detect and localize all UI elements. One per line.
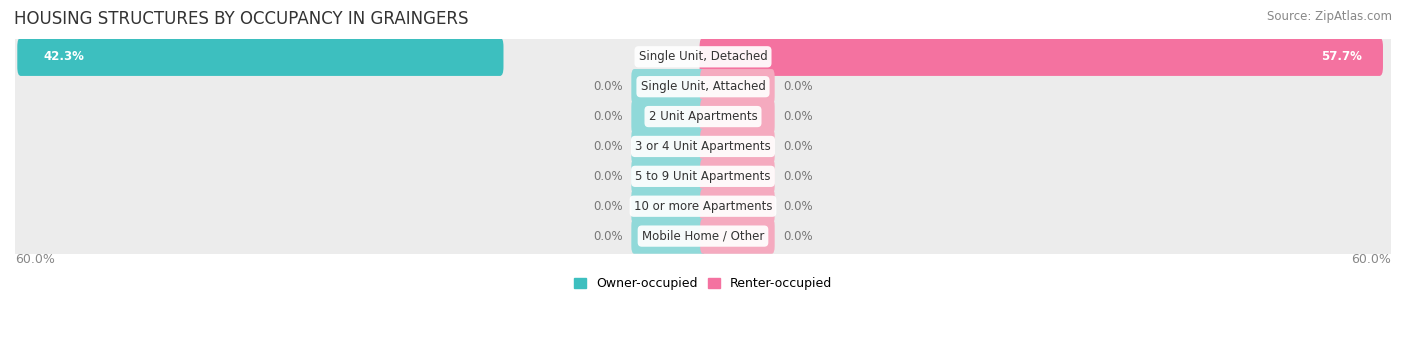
Text: 0.0%: 0.0% bbox=[783, 229, 813, 242]
FancyBboxPatch shape bbox=[631, 99, 706, 134]
FancyBboxPatch shape bbox=[700, 219, 775, 254]
Text: 0.0%: 0.0% bbox=[783, 170, 813, 183]
Text: Single Unit, Detached: Single Unit, Detached bbox=[638, 50, 768, 63]
Text: 0.0%: 0.0% bbox=[593, 170, 623, 183]
FancyBboxPatch shape bbox=[14, 122, 1392, 170]
FancyBboxPatch shape bbox=[700, 159, 775, 194]
Text: 3 or 4 Unit Apartments: 3 or 4 Unit Apartments bbox=[636, 140, 770, 153]
Text: Single Unit, Attached: Single Unit, Attached bbox=[641, 80, 765, 93]
Text: 2 Unit Apartments: 2 Unit Apartments bbox=[648, 110, 758, 123]
Text: 0.0%: 0.0% bbox=[593, 200, 623, 213]
FancyBboxPatch shape bbox=[14, 152, 1392, 201]
FancyBboxPatch shape bbox=[14, 182, 1392, 231]
FancyBboxPatch shape bbox=[631, 129, 706, 164]
Text: 0.0%: 0.0% bbox=[593, 229, 623, 242]
FancyBboxPatch shape bbox=[700, 99, 775, 134]
Text: 0.0%: 0.0% bbox=[783, 110, 813, 123]
Text: 60.0%: 60.0% bbox=[15, 253, 55, 266]
FancyBboxPatch shape bbox=[631, 159, 706, 194]
Text: 5 to 9 Unit Apartments: 5 to 9 Unit Apartments bbox=[636, 170, 770, 183]
Text: 60.0%: 60.0% bbox=[1351, 253, 1391, 266]
FancyBboxPatch shape bbox=[14, 62, 1392, 111]
Legend: Owner-occupied, Renter-occupied: Owner-occupied, Renter-occupied bbox=[568, 272, 838, 295]
Text: 0.0%: 0.0% bbox=[593, 140, 623, 153]
FancyBboxPatch shape bbox=[700, 38, 1384, 76]
Text: Source: ZipAtlas.com: Source: ZipAtlas.com bbox=[1267, 10, 1392, 23]
Text: 0.0%: 0.0% bbox=[593, 110, 623, 123]
FancyBboxPatch shape bbox=[631, 69, 706, 104]
Text: Mobile Home / Other: Mobile Home / Other bbox=[641, 229, 765, 242]
Text: 0.0%: 0.0% bbox=[783, 140, 813, 153]
Text: 57.7%: 57.7% bbox=[1322, 50, 1362, 63]
FancyBboxPatch shape bbox=[700, 129, 775, 164]
FancyBboxPatch shape bbox=[631, 219, 706, 254]
FancyBboxPatch shape bbox=[14, 92, 1392, 141]
FancyBboxPatch shape bbox=[700, 69, 775, 104]
Text: 0.0%: 0.0% bbox=[783, 200, 813, 213]
FancyBboxPatch shape bbox=[631, 189, 706, 224]
Text: 10 or more Apartments: 10 or more Apartments bbox=[634, 200, 772, 213]
FancyBboxPatch shape bbox=[14, 33, 1392, 81]
FancyBboxPatch shape bbox=[17, 38, 503, 76]
FancyBboxPatch shape bbox=[700, 189, 775, 224]
Text: 42.3%: 42.3% bbox=[44, 50, 84, 63]
FancyBboxPatch shape bbox=[14, 212, 1392, 260]
Text: HOUSING STRUCTURES BY OCCUPANCY IN GRAINGERS: HOUSING STRUCTURES BY OCCUPANCY IN GRAIN… bbox=[14, 10, 468, 28]
Text: 0.0%: 0.0% bbox=[783, 80, 813, 93]
Text: 0.0%: 0.0% bbox=[593, 80, 623, 93]
